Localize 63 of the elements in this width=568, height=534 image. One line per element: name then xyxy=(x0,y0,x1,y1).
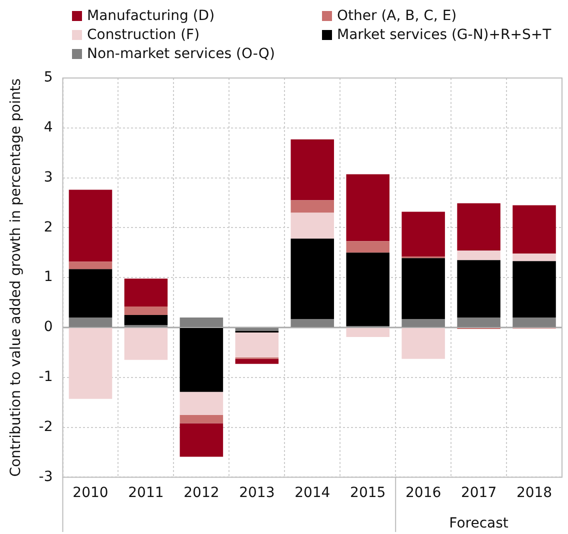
bar xyxy=(457,318,500,327)
y-tick-label: 0 xyxy=(44,319,53,336)
y-tick-label: 4 xyxy=(44,120,53,136)
bar xyxy=(346,328,390,337)
y-axis-title: Contribution to value added growth in percentage points xyxy=(8,78,24,477)
legend-label: Construction (F) xyxy=(87,27,200,43)
x-tick-label: 2011 xyxy=(128,485,164,502)
x-tick-label: 2014 xyxy=(294,485,330,502)
bar xyxy=(68,328,112,399)
y-tick-label: 2 xyxy=(44,219,53,236)
bar xyxy=(68,318,112,327)
bar xyxy=(124,278,168,307)
bar xyxy=(290,212,334,239)
bar xyxy=(290,139,334,200)
bar xyxy=(235,332,279,358)
text: Forecast xyxy=(449,516,509,532)
x-tick-label: 2018 xyxy=(516,485,552,502)
bar xyxy=(235,358,279,364)
bar xyxy=(180,318,224,327)
bar xyxy=(402,212,445,257)
y-tick-label: 1 xyxy=(44,269,53,286)
bar xyxy=(512,318,556,327)
legend-label: Non-market services (O-Q) xyxy=(87,46,275,62)
bar xyxy=(124,315,168,326)
bar xyxy=(124,328,168,360)
x-tick-label: 2012 xyxy=(184,485,220,502)
legend-label: Manufacturing (D) xyxy=(87,8,215,24)
x-tick-label: 2010 xyxy=(72,485,108,502)
bar xyxy=(290,319,334,327)
bar xyxy=(180,392,224,415)
bar xyxy=(402,319,445,327)
x-tick-label: 2013 xyxy=(239,485,275,502)
x-tick-label: 2017 xyxy=(460,485,497,502)
bar xyxy=(402,328,445,359)
bar xyxy=(402,258,445,320)
y-tick-label: -1 xyxy=(38,369,53,386)
bar xyxy=(457,203,500,251)
y-tick-label: -3 xyxy=(38,468,53,485)
bar xyxy=(512,205,556,254)
bar xyxy=(290,200,334,213)
bar xyxy=(180,423,224,457)
bar xyxy=(512,254,556,262)
x-tick-label: 2015 xyxy=(350,485,386,502)
legend-label: Other (A, B, C, E) xyxy=(337,8,457,24)
bar xyxy=(124,306,168,316)
bar xyxy=(180,414,224,424)
bar xyxy=(180,328,224,392)
bar xyxy=(512,261,556,318)
x-tick-label: 2016 xyxy=(406,485,442,502)
bar xyxy=(346,174,390,242)
y-tick-label: -2 xyxy=(38,418,53,435)
bar xyxy=(457,260,500,318)
bar xyxy=(68,262,112,270)
legend-label: Market services (G-N)+R+S+T xyxy=(337,27,552,43)
bar xyxy=(235,328,279,331)
bar xyxy=(290,238,334,320)
bar xyxy=(457,250,500,260)
bar xyxy=(68,190,112,262)
y-tick-label: 5 xyxy=(44,70,53,86)
y-tick-label: 3 xyxy=(44,169,53,186)
bar xyxy=(346,252,390,326)
bar xyxy=(68,269,112,318)
bar xyxy=(346,241,390,253)
